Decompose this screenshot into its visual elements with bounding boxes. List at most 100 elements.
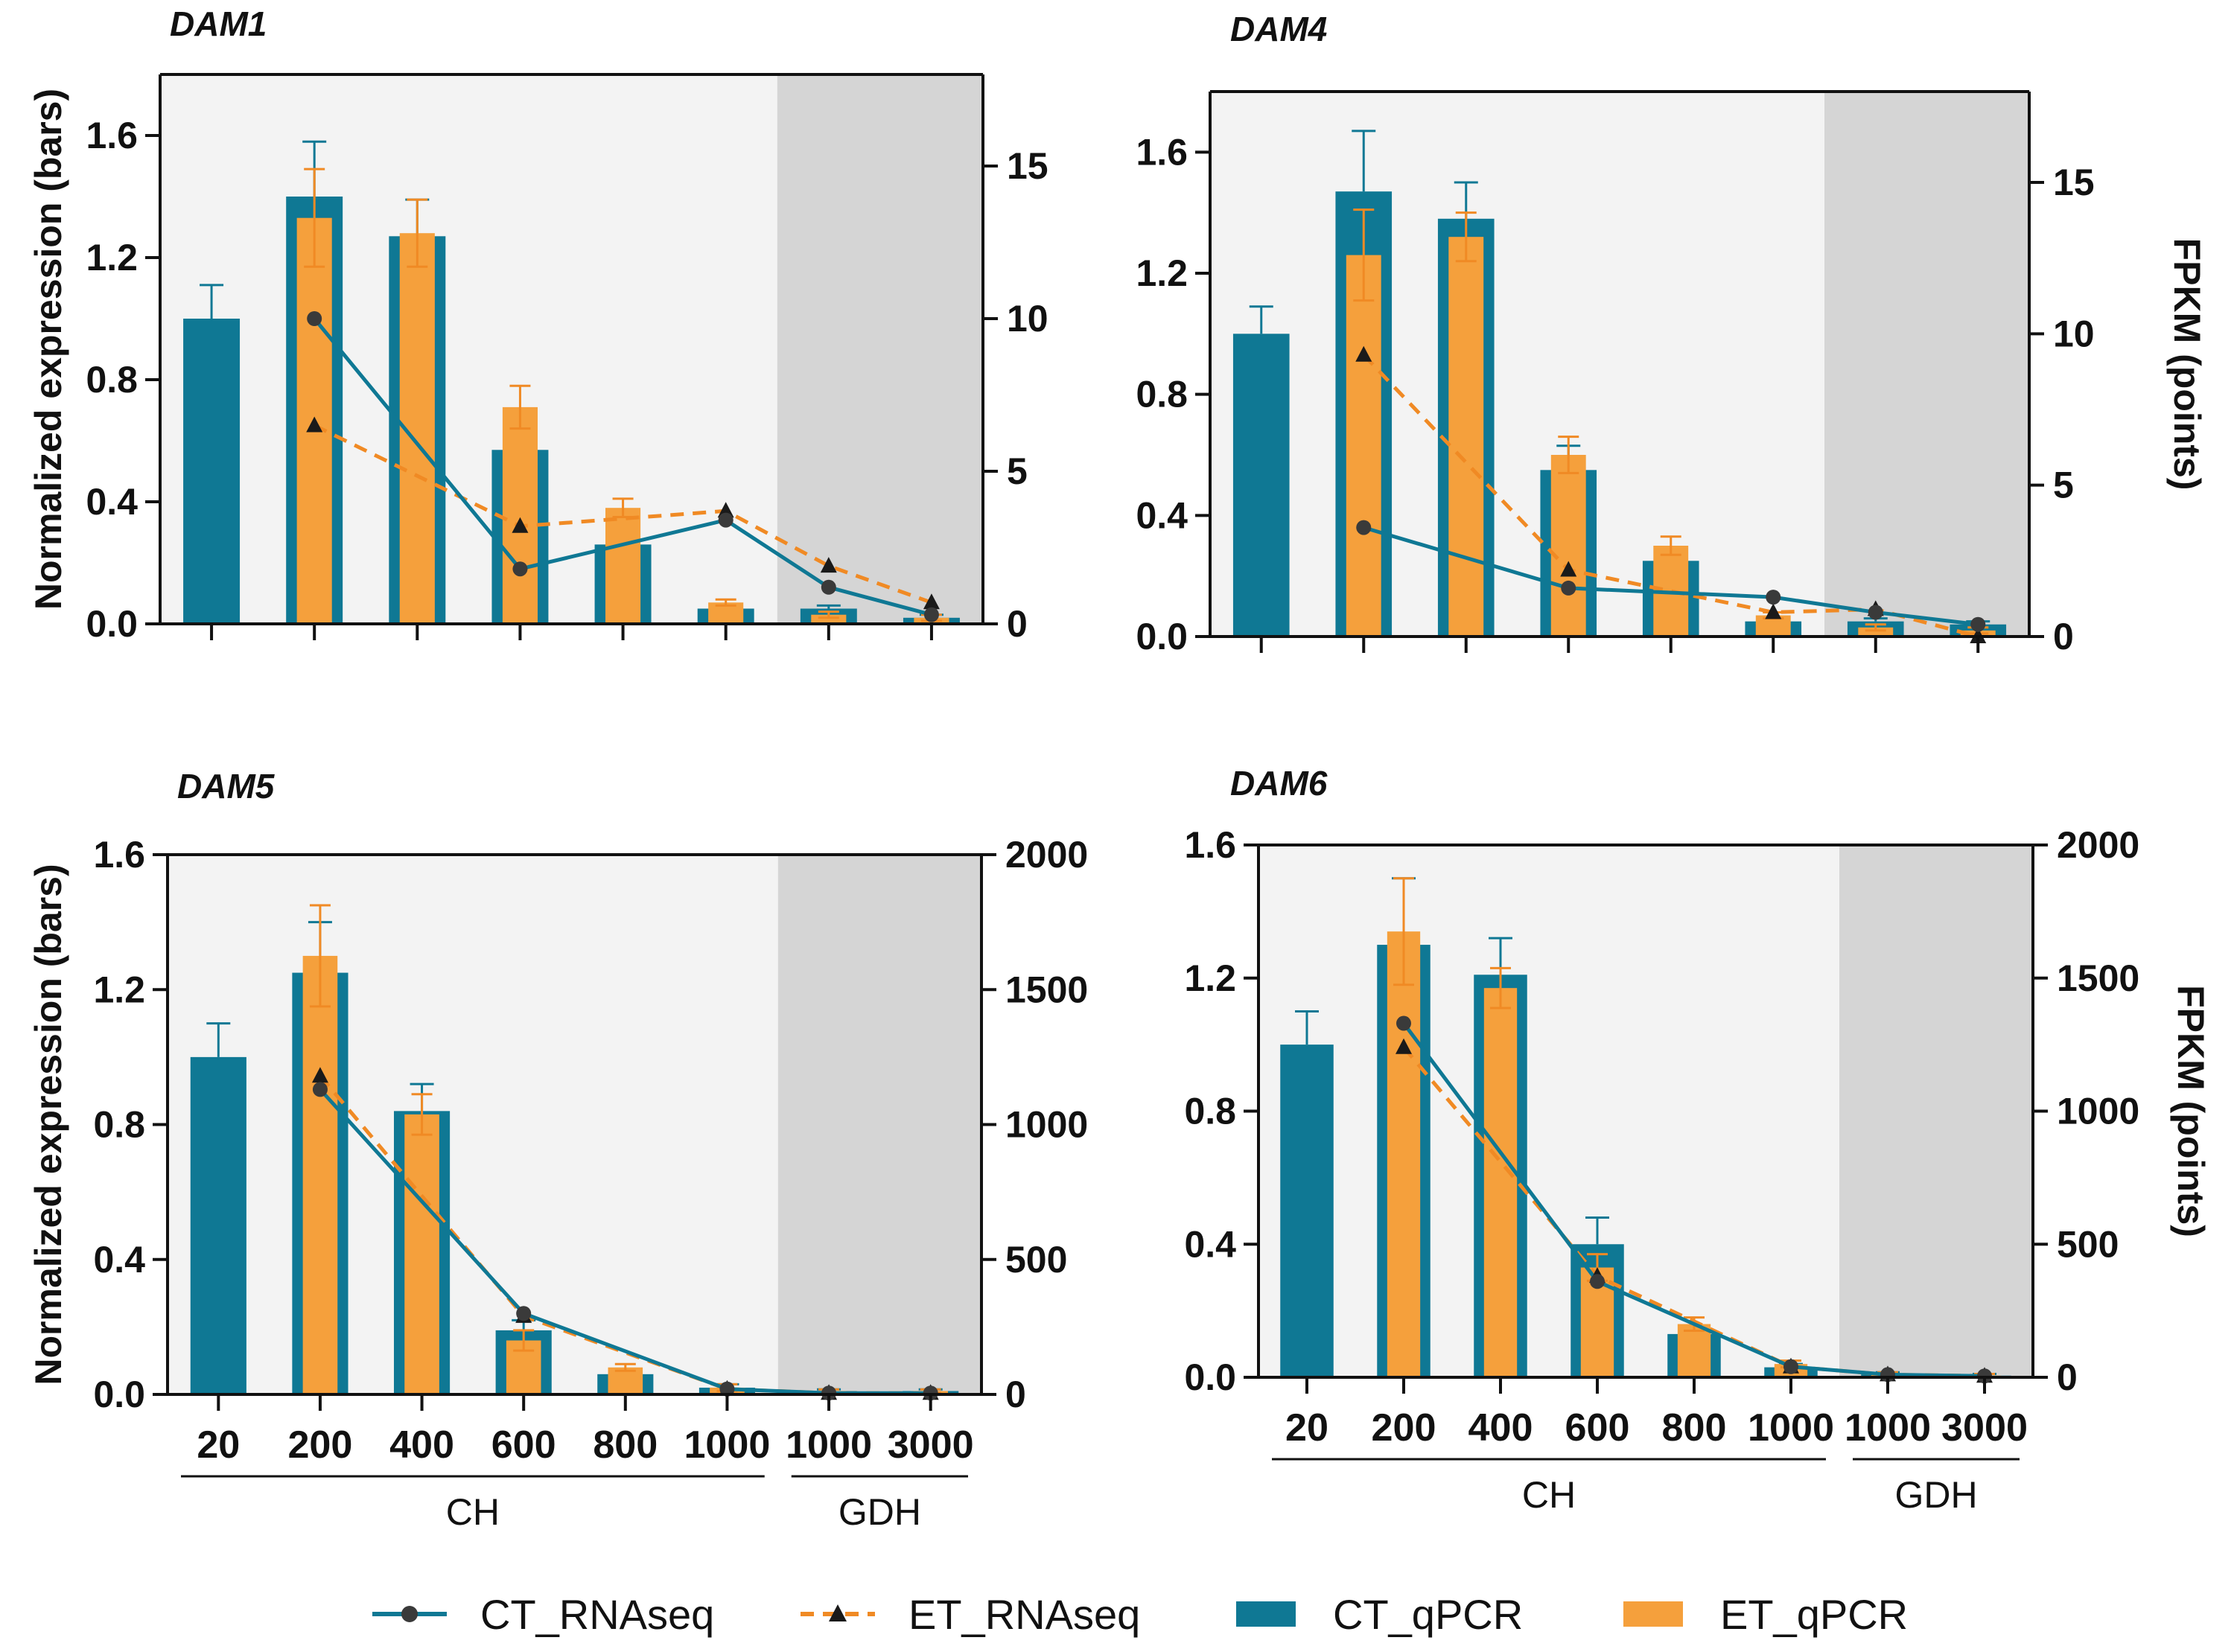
point-ct-rnaseq <box>1970 616 1986 632</box>
shaded-region <box>777 855 981 1394</box>
x-tick-label: 800 <box>593 1423 658 1467</box>
point-ct-rnaseq <box>923 607 939 622</box>
y-tick-label: 0.8 <box>1136 374 1188 415</box>
plot-background <box>168 855 778 1394</box>
plot-background <box>1210 92 1824 637</box>
y-tick-label: 0.4 <box>93 1239 145 1281</box>
point-et-rnaseq <box>1355 345 1372 362</box>
y2-tick-label: 500 <box>1005 1239 1067 1281</box>
y-tick-label: 0.0 <box>1184 1356 1236 1398</box>
point-ct-rnaseq <box>1783 1359 1798 1374</box>
x-tick-label: 1000 <box>1748 1406 1834 1450</box>
y2-tick-label: 10 <box>1007 298 1048 339</box>
y2-tick-label: 15 <box>1007 145 1048 187</box>
y2-tick-label: 10 <box>2053 313 2095 354</box>
x-tick-label: 400 <box>1468 1406 1533 1450</box>
x-tick-label: 3000 <box>1941 1406 2028 1450</box>
bar-et-qpcr <box>1346 255 1381 637</box>
bar-et-qpcr <box>302 955 338 1394</box>
x-tick-label: 1000 <box>1845 1406 1931 1450</box>
group-label: CH <box>446 1491 500 1533</box>
y2-tick-label: 0 <box>2053 616 2074 657</box>
x-tick-label: 400 <box>389 1423 454 1467</box>
point-ct-rnaseq <box>312 1082 328 1097</box>
legend-swatch-bar <box>1623 1601 1683 1627</box>
y2-tick-label: 15 <box>2053 162 2095 203</box>
y-tick-label: 1.2 <box>1184 957 1236 999</box>
point-ct-rnaseq <box>1561 580 1576 596</box>
point-et-rnaseq <box>311 1067 328 1083</box>
legend-label: CT_RNAseq <box>480 1591 714 1638</box>
y-axis-label: Normalized expression (bars) <box>28 864 69 1385</box>
x-tick-label: 1000 <box>684 1423 770 1467</box>
point-et-rnaseq <box>717 502 734 518</box>
y-tick-label: 1.2 <box>1136 252 1188 294</box>
y-tick-label: 0.8 <box>93 1104 145 1146</box>
point-et-rnaseq <box>306 416 323 433</box>
point-ct-rnaseq <box>516 1306 532 1321</box>
y2-tick-label: 1000 <box>2057 1091 2139 1132</box>
y-tick-label: 0.8 <box>86 359 138 401</box>
legend-item-ct-qpcr: CT_qPCR <box>1236 1591 1523 1638</box>
plot-background <box>160 74 777 624</box>
point-ct-rnaseq <box>1356 520 1372 535</box>
point-et-rnaseq <box>1560 561 1577 577</box>
y-tick-label: 0.0 <box>1136 616 1188 657</box>
y-tick-label: 1.2 <box>86 237 138 278</box>
legend-swatch-marker <box>829 1604 847 1621</box>
x-tick-label: 20 <box>197 1423 240 1467</box>
y-tick-label: 1.2 <box>93 969 145 1010</box>
bar-et-qpcr <box>502 406 538 624</box>
legend-label: ET_qPCR <box>1720 1591 1908 1638</box>
legend-item-et-rnaseq: ET_RNAseq <box>801 1591 1140 1638</box>
y2-tick-label: 1000 <box>1005 1104 1088 1146</box>
panel-dam1: 0.0 0.4 0.8 1.2 1.6 0 5 10 15 DAM1 Normalized expr… <box>28 4 1048 645</box>
point-et-rnaseq <box>820 557 837 573</box>
shaded-region <box>777 74 983 624</box>
bar-ct-qpcr <box>190 1056 246 1394</box>
bar-ct-qpcr <box>1280 1045 1334 1377</box>
y2-tick-label: 2000 <box>1005 834 1088 876</box>
legend: CT_RNAseq ET_RNAseq CT_qPCR ET_qPCR <box>372 1591 1908 1638</box>
legend-label: CT_qPCR <box>1333 1591 1523 1638</box>
panel-dam6: 0.0 0.4 0.8 1.2 1.6 0 500 1000 1500 2000 20 200 400 6… <box>1184 764 2212 1516</box>
panel-title: DAM5 <box>177 767 276 806</box>
y2-tick-label: 5 <box>2053 465 2074 506</box>
point-ct-rnaseq <box>1590 1274 1605 1289</box>
point-et-rnaseq <box>1396 1038 1412 1054</box>
point-et-rnaseq <box>1765 603 1782 619</box>
point-et-rnaseq <box>923 593 940 610</box>
group-label: GDH <box>1894 1474 1977 1516</box>
x-tick-label: 800 <box>1662 1406 1727 1450</box>
x-tick-label: 200 <box>1372 1406 1436 1450</box>
x-tick-label: 3000 <box>888 1423 974 1467</box>
point-ct-rnaseq <box>719 1381 735 1397</box>
y2-tick-label: 0 <box>1005 1374 1026 1415</box>
bar-ct-qpcr <box>183 319 241 624</box>
point-ct-rnaseq <box>307 311 322 326</box>
panel-dam4: 0.0 0.4 0.8 1.2 1.6 0 5 10 15 DAM4 FPKM (points) <box>1136 10 2208 657</box>
legend-label: ET_RNAseq <box>908 1591 1140 1638</box>
plot-background <box>1258 845 1839 1377</box>
panel-title: DAM6 <box>1230 764 1328 803</box>
bar-et-qpcr <box>1550 455 1586 637</box>
point-et-rnaseq <box>512 517 529 533</box>
bar-et-qpcr <box>608 1367 643 1394</box>
bar-et-qpcr <box>1677 1324 1711 1377</box>
y-tick-label: 1.6 <box>1136 131 1188 173</box>
bar-et-qpcr <box>1483 988 1518 1377</box>
y-tick-label: 1.6 <box>1184 824 1236 866</box>
point-ct-rnaseq <box>1868 605 1883 620</box>
group-label: CH <box>1522 1474 1576 1516</box>
y-tick-label: 1.6 <box>93 834 145 876</box>
y-tick-label: 1.6 <box>86 115 138 156</box>
shaded-region <box>1824 92 2029 637</box>
legend-swatch-marker <box>401 1606 418 1622</box>
y2-tick-label: 5 <box>1007 450 1028 492</box>
group-label: GDH <box>838 1491 921 1533</box>
y-tick-label: 0.0 <box>93 1374 145 1415</box>
y2-tick-label: 0 <box>2057 1356 2078 1398</box>
x-tick-label: 20 <box>1285 1406 1328 1450</box>
bar-et-qpcr <box>1387 931 1421 1377</box>
